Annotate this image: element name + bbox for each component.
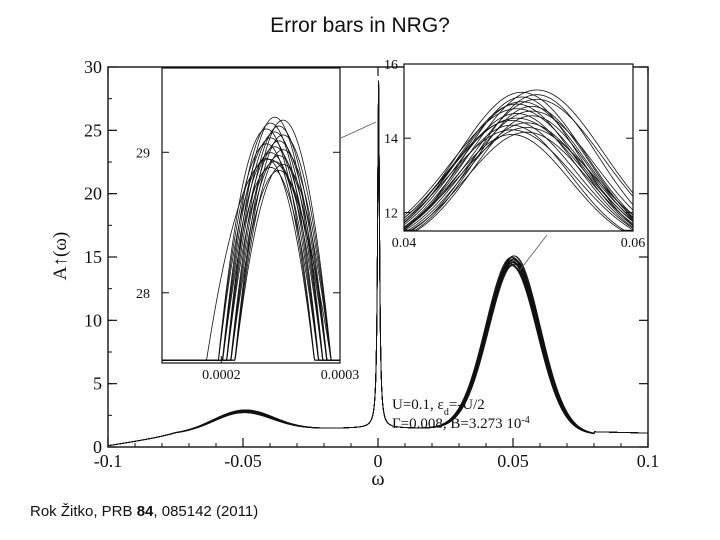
inset-series-curve <box>403 91 634 222</box>
x-tick-label: 0.05 <box>497 451 529 471</box>
parameter-annotation-line2: Γ=0.008, B=3.273 10-4 <box>392 415 530 433</box>
inset-series-curve <box>404 115 634 231</box>
y-tick-label: 20 <box>84 184 102 204</box>
y-tick-label: 30 <box>84 57 102 77</box>
inset-series-curve <box>404 131 634 231</box>
right-inset-connector <box>519 234 548 271</box>
right-inset-curves <box>403 89 634 231</box>
inset-x-tick-label: 0.0003 <box>321 368 360 383</box>
inset-series-curve <box>404 122 634 231</box>
left-inset-ticks: 0.0002 0.0003 28 29 <box>136 146 359 383</box>
y-tick-label: 0 <box>93 437 102 457</box>
inset-series-curve <box>403 134 633 231</box>
right-inset-background <box>404 64 633 231</box>
citation-prefix: Rok Žitko, PRB <box>30 503 137 520</box>
left-inset-connector <box>340 121 377 139</box>
inset-series-curve <box>403 129 634 231</box>
inset-y-tick-label: 14 <box>384 132 398 147</box>
parameter-annotation-line1: U=0.1, εd=-U/2 <box>392 397 485 418</box>
y-axis-label: A↑(ω) <box>50 232 71 280</box>
y-tick-label: 10 <box>84 310 102 330</box>
y-tick-label: 25 <box>84 120 102 140</box>
inset-series-curve <box>403 117 634 222</box>
slide-title: Error bars in NRG? <box>270 14 450 37</box>
inset-y-tick-label: 16 <box>384 58 398 73</box>
main-ticklabels-group: -0.1 -0.05 0 0.05 0.1 0 5 10 15 20 25 30 <box>84 57 659 471</box>
x-tick-label: -0.05 <box>224 451 262 471</box>
inset-series-curve <box>404 105 634 231</box>
x-tick-label: 0.1 <box>637 451 660 471</box>
inset-x-tick-label: 0.0002 <box>202 368 241 383</box>
citation-volume: 84 <box>136 503 154 520</box>
inset-series-curve <box>404 94 634 231</box>
inset-series-curve <box>403 89 634 228</box>
inset-y-tick-label: 29 <box>136 146 150 161</box>
citation-suffix: , 085142 (2011) <box>153 503 259 520</box>
x-tick-label: -0.1 <box>94 451 123 471</box>
inset-series-curve <box>403 110 634 231</box>
inset-series-curve <box>403 120 634 229</box>
inset-series-curve <box>403 124 633 231</box>
inset-y-tick-label: 28 <box>136 287 150 302</box>
inset-series-curve <box>403 127 634 228</box>
left-inset-frame <box>161 67 341 364</box>
main-curves-group <box>107 80 649 447</box>
right-inset-ticks: 0.04 0.06 12 14 16 <box>384 58 645 251</box>
inset-y-tick-label: 12 <box>384 206 398 221</box>
inset-x-tick-label: 0.04 <box>392 236 417 251</box>
inset-x-tick-label: 0.06 <box>621 236 646 251</box>
inset-series-curve <box>403 96 634 231</box>
y-tick-label: 15 <box>84 247 102 267</box>
x-axis-label: ω <box>371 468 384 490</box>
inset-series-curve <box>403 108 634 220</box>
y-tick-label: 5 <box>93 374 102 394</box>
citation: Rok Žitko, PRB 84, 085142 (2011) <box>30 503 258 520</box>
inset-series-curve <box>403 113 634 228</box>
inset-series-curve <box>403 103 634 227</box>
left-inset-curves <box>162 116 340 361</box>
x-tick-label: 0 <box>374 451 383 471</box>
inset-series-curve <box>162 134 340 361</box>
right-inset-frame <box>403 63 634 232</box>
main-series-curve <box>107 80 649 447</box>
